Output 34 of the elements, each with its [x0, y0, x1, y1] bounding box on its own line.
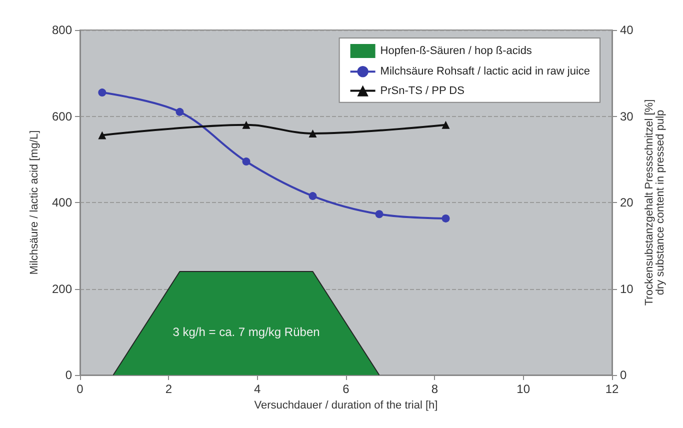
x-tick-label: 2: [165, 382, 172, 396]
y-tick-label: 600: [52, 109, 72, 124]
y2-axis-title: Trockensubstanzgehalt Pressschnitzel [%] dry substance content in pressed pulp: [644, 99, 667, 306]
point: [176, 108, 184, 116]
y2-tick-label: 20: [620, 196, 634, 210]
point: [375, 210, 384, 218]
x-tick-label: 12: [605, 382, 619, 396]
point: [242, 120, 250, 129]
x-tick-label: 6: [342, 382, 350, 396]
y-tick-label: 800: [52, 23, 72, 37]
y2-tick-label: 40: [620, 23, 634, 37]
legend-label: Milchsäure Rohsaft / lactic acid in raw juice: [380, 66, 590, 78]
y-axis-title: Milchsäure / lactic acid [mg/L]: [28, 130, 40, 275]
x-tick-label: 0: [76, 382, 84, 396]
y-tick-label: 0: [65, 368, 72, 382]
x-tick-label: 8: [431, 382, 438, 396]
y2-tick-label: 30: [620, 109, 634, 124]
point: [442, 214, 450, 222]
x-tick-label: 4: [254, 382, 261, 396]
y2-tick-label: 10: [620, 282, 634, 296]
legend-label: PrSn-TS / PP DS: [380, 84, 464, 97]
x-tick-label: 10: [516, 382, 530, 396]
legend-label: Hopfen-ß-Säuren / hop ß-acids: [380, 45, 532, 57]
point: [98, 88, 106, 97]
y-tick-label: 200: [52, 282, 72, 296]
point: [442, 120, 450, 129]
x-axis-title: Versuchdauer / duration of the trial [h]: [254, 400, 438, 412]
point: [242, 158, 250, 166]
y-tick-label: 400: [52, 196, 72, 210]
point: [308, 192, 317, 200]
point: [308, 130, 317, 138]
annotation: 3 kg/h = ca. 7 mg/kg Rüben: [172, 324, 320, 339]
point: [98, 131, 106, 140]
y2-tick-label: 0: [620, 368, 627, 382]
